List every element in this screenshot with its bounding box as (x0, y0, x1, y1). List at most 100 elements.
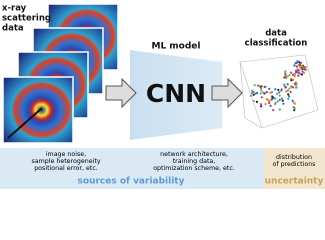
scatter-dot (292, 101, 295, 104)
scatter-dot (302, 71, 306, 74)
scatter-dot (252, 99, 255, 103)
sources-title: sources of variability (78, 177, 185, 187)
uncertainty-title: uncertainty (265, 177, 324, 187)
scatter-dot (267, 99, 270, 102)
input-label: scattering (2, 14, 51, 24)
scatter-dot (274, 88, 277, 91)
scatter-dot (263, 85, 266, 88)
scatter-dot (249, 94, 253, 97)
scatter-dot (284, 90, 288, 93)
scatter-dot (300, 73, 304, 76)
scatter-dot (260, 96, 263, 99)
beamstop (7, 107, 43, 139)
scatter-dot (288, 87, 291, 90)
scatter-dot (295, 65, 298, 68)
scatter-dot (290, 85, 293, 88)
scattering-images (2, 3, 119, 144)
scatter-dot (271, 96, 274, 99)
plot-axis (239, 61, 246, 119)
scatter-dot (301, 70, 304, 73)
scatter-dot (284, 86, 287, 89)
scatter-dot (303, 68, 306, 71)
scatter-plot-3d (239, 54, 319, 129)
scatter-dot (298, 65, 302, 68)
scatter-dot (268, 87, 271, 90)
cnn-funnel (130, 50, 222, 140)
scatter-dot (268, 101, 271, 104)
arrow (105, 77, 137, 109)
output-label: classification (245, 39, 308, 49)
scatter-dot (293, 64, 296, 67)
scatter-dot (269, 104, 272, 107)
scatter-dot (291, 99, 294, 102)
source-text: network architecture, (160, 151, 228, 158)
scatter-dot (278, 108, 281, 111)
scatter-dot (260, 105, 263, 108)
source-text: optimization scheme, etc. (153, 165, 235, 172)
scatter-dot (264, 103, 267, 106)
scatter-dot (293, 72, 296, 76)
scatter-dot (290, 79, 293, 82)
scatter-dot (251, 89, 254, 92)
scatter-dot (260, 87, 263, 90)
scatter-dot (298, 61, 301, 64)
arrow (211, 77, 243, 109)
scatter-dot (295, 82, 298, 85)
scatter-dot (280, 88, 283, 91)
scatter-dot (289, 90, 292, 94)
scatter-dot (252, 91, 255, 94)
sources-band (0, 148, 263, 189)
scatter-dot (276, 100, 279, 103)
scatter-dot (269, 91, 272, 94)
scatter-dot (288, 95, 291, 98)
input-label: data (2, 24, 24, 34)
scatter-dot (295, 86, 298, 89)
scatter-dot (255, 100, 258, 103)
scatter-dot (283, 84, 286, 87)
model-label: ML model (151, 42, 200, 52)
scatter-dot (278, 98, 281, 101)
scatter-dot (259, 92, 262, 95)
plot-box (239, 54, 319, 129)
scatter-dot (287, 93, 290, 96)
scatter-dot (259, 103, 263, 106)
scatter-dot (301, 64, 304, 68)
scatter-dot (263, 92, 266, 95)
scatter-dot (297, 71, 300, 74)
scatter-dot (282, 102, 285, 105)
scatter-dot (299, 61, 303, 64)
scatter-dot (287, 97, 290, 100)
scatter-dot (278, 94, 281, 97)
scatter-dot (293, 82, 296, 85)
scatter-dot (296, 59, 299, 63)
scatter-dot (294, 62, 297, 65)
source-text: sample heterogeneity (31, 158, 100, 165)
source-text: distribution (276, 154, 312, 161)
scatter-dot (286, 83, 289, 86)
scatter-dot (280, 97, 283, 100)
scatter-dot (284, 76, 287, 79)
scatter-dot (286, 89, 289, 92)
scatter-dot (256, 91, 259, 94)
output-label: data (265, 29, 287, 39)
scatter-dot (275, 92, 279, 95)
figure: x-ray scattering data ML model CNN data … (0, 3, 325, 189)
scatter-dot (295, 71, 298, 74)
scatter-dot (252, 93, 255, 96)
scatter-dot (281, 99, 284, 102)
scatter-dot (303, 66, 306, 69)
scatter-dot (272, 109, 275, 112)
scatter-dot (293, 75, 296, 78)
scatter-dot (292, 86, 295, 89)
source-text: of predictions (273, 161, 316, 168)
plot-axis (244, 117, 263, 129)
scatter-dot (293, 107, 296, 110)
scatter-dot (284, 71, 287, 74)
scatter-dot (293, 109, 296, 112)
scatter-dot (297, 74, 300, 77)
scatter-dot (257, 84, 260, 87)
model-name: CNN (146, 79, 206, 108)
scatter-dot (274, 101, 277, 104)
scatter-dot (290, 71, 293, 74)
scatter-dot (260, 89, 263, 92)
